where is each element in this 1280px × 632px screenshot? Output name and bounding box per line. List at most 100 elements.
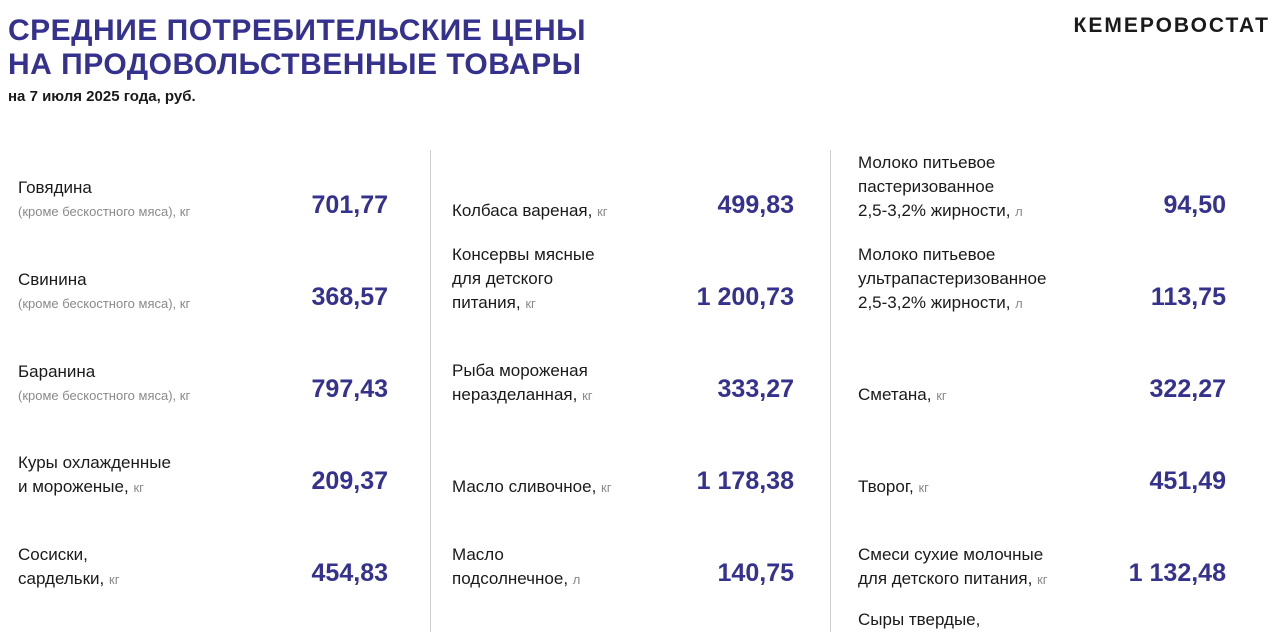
product-name-text: Куры охлажденные	[18, 453, 171, 472]
unit-label: кг	[582, 388, 593, 403]
product-name-text: Молоко питьевое	[858, 245, 996, 264]
price-item: Творог, кг 451,49	[858, 0, 1226, 500]
price-value: 322,27	[1149, 375, 1226, 403]
product-name-text: Молоко питьевое	[858, 153, 996, 172]
product-name: Рыба мороженая неразделанная, кг	[452, 359, 593, 408]
price-value: 1 178,38	[696, 467, 794, 495]
product-name-text: Смеси сухие молочные	[858, 545, 1044, 564]
product-name-line: неразделанная, кг	[452, 383, 593, 408]
product-name-line: Баранина	[18, 360, 190, 384]
price-value: 368,57	[311, 283, 388, 311]
unit-label: кг	[133, 480, 144, 495]
product-name-line: Сыры твердые,	[858, 608, 980, 632]
price-item: Свинина (кроме бескостного мяса), кг 368,5…	[18, 0, 388, 316]
product-name-line: Масло сливочное, кг	[452, 475, 611, 500]
product-name: Сыры твердые,	[858, 608, 980, 632]
price-item: Молоко питьевое пастеризованное 2,5-3,2% ж…	[858, 0, 1226, 224]
product-name-text: Сметана,	[858, 385, 932, 404]
price-value: 94,50	[1163, 191, 1226, 219]
unit-label: кг	[936, 388, 947, 403]
product-name-text: Масло сливочное,	[452, 477, 597, 496]
unit-label: л	[1015, 204, 1023, 219]
price-value: 113,75	[1150, 283, 1226, 311]
product-name-line: Говядина	[18, 176, 190, 200]
price-item: Сосиски, сардельки, кг 454,83	[18, 0, 388, 592]
product-name-line: Сметана, кг	[858, 383, 947, 408]
product-name-text: Свинина	[18, 270, 87, 289]
product-name-text: сардельки,	[18, 569, 105, 588]
product-name: Масло сливочное, кг	[452, 475, 611, 500]
product-name-text: Творог,	[858, 477, 914, 496]
product-name-line: питания, кг	[452, 291, 595, 316]
product-name-line: Рыба мороженая	[452, 359, 593, 383]
price-item: Говядина (кроме бескостного мяса), кг 701,…	[18, 0, 388, 224]
title-line-2: НА ПРОДОВОЛЬСТВЕННЫЕ ТОВАРЫ	[8, 48, 582, 81]
product-name-text: пастеризованное	[858, 177, 995, 196]
product-name-text: для детского питания,	[858, 569, 1033, 588]
price-item: Консервы мясные для детского питания, кг 1 …	[452, 0, 794, 316]
product-name-line: Творог, кг	[858, 475, 929, 500]
product-name-text: Консервы мясные	[452, 245, 595, 264]
product-name-text: Масло	[452, 545, 504, 564]
product-name-line: 2,5-3,2% жирности, л	[858, 199, 1023, 224]
product-name-text: и мороженые,	[18, 477, 129, 496]
product-name: Сосиски, сардельки, кг	[18, 543, 119, 592]
unit-label: кг	[597, 204, 608, 219]
product-name: Смеси сухие молочные для детского питания…	[858, 543, 1048, 592]
price-item: Баранина (кроме бескостного мяса), кг 797,…	[18, 0, 388, 408]
product-name: Колбаса вареная, кг	[452, 199, 608, 224]
product-name-line: Масло	[452, 543, 580, 567]
product-name: Консервы мясные для детского питания, кг	[452, 243, 595, 316]
unit-label: л	[1015, 296, 1023, 311]
product-note: (кроме бескостного мяса), кг	[18, 204, 191, 219]
column-divider	[430, 150, 431, 632]
unit-label: кг	[918, 480, 929, 495]
product-name-line: Консервы мясные	[452, 243, 595, 267]
price-value: 797,43	[311, 375, 388, 403]
price-value: 454,83	[311, 559, 388, 587]
product-name-text: ультрапастеризованное	[858, 269, 1047, 288]
price-value: 701,77	[311, 191, 388, 219]
product-name-line: для детского питания, кг	[858, 567, 1048, 592]
product-name-line: ультрапастеризованное	[858, 267, 1046, 291]
product-name-text: питания,	[452, 293, 521, 312]
product-name: Творог, кг	[858, 475, 929, 500]
price-value: 499,83	[717, 191, 794, 219]
price-value: 451,49	[1149, 467, 1226, 495]
price-item: Молоко питьевое ультрапастеризованное 2,5-…	[858, 0, 1226, 316]
price-value: 209,37	[311, 467, 388, 495]
product-name-line: сардельки, кг	[18, 567, 119, 592]
product-name-text: Баранина	[18, 362, 96, 381]
price-item: Колбаса вареная, кг 499,83	[452, 0, 794, 224]
product-name-line: 2,5-3,2% жирности, л	[858, 291, 1046, 316]
unit-label: кг	[525, 296, 536, 311]
product-name-line: Колбаса вареная, кг	[452, 199, 608, 224]
price-value: 140,75	[717, 559, 794, 587]
product-name-text: неразделанная,	[452, 385, 578, 404]
product-name-line: Смеси сухие молочные	[858, 543, 1048, 567]
product-name-line: и мороженые, кг	[18, 475, 171, 500]
product-name: Свинина (кроме бескостного мяса), кг	[18, 268, 190, 316]
price-item: Масло сливочное, кг 1 178,38	[452, 0, 794, 500]
product-name-line: Куры охлажденные	[18, 451, 171, 475]
price-item: Сметана, кг 322,27	[858, 0, 1226, 408]
column-divider	[830, 150, 831, 632]
price-value: 333,27	[717, 375, 794, 403]
product-name: Говядина (кроме бескостного мяса), кг	[18, 176, 190, 224]
product-name-text: Рыба мороженая	[452, 361, 588, 380]
product-name-line: пастеризованное	[858, 175, 1023, 199]
product-name-text: Говядина	[18, 178, 92, 197]
product-name-line: Молоко питьевое	[858, 243, 1046, 267]
price-item: Рыба мороженая неразделанная, кг 333,27	[452, 0, 794, 408]
price-item: Куры охлажденные и мороженые, кг 209,37	[18, 0, 388, 500]
product-name-text: Сыры твердые,	[858, 610, 981, 629]
unit-label: кг	[109, 572, 120, 587]
product-name-line: Молоко питьевое	[858, 151, 1023, 175]
price-item: Смеси сухие молочные для детского питания…	[858, 0, 1226, 592]
product-name-text: Сосиски,	[18, 545, 88, 564]
product-name-line: подсолнечное, л	[452, 567, 580, 592]
price-value: 1 132,48	[1128, 559, 1226, 587]
product-name-text: Колбаса вареная,	[452, 201, 593, 220]
price-value: 1 200,73	[696, 283, 794, 311]
product-name-text: 2,5-3,2% жирности,	[858, 201, 1011, 220]
